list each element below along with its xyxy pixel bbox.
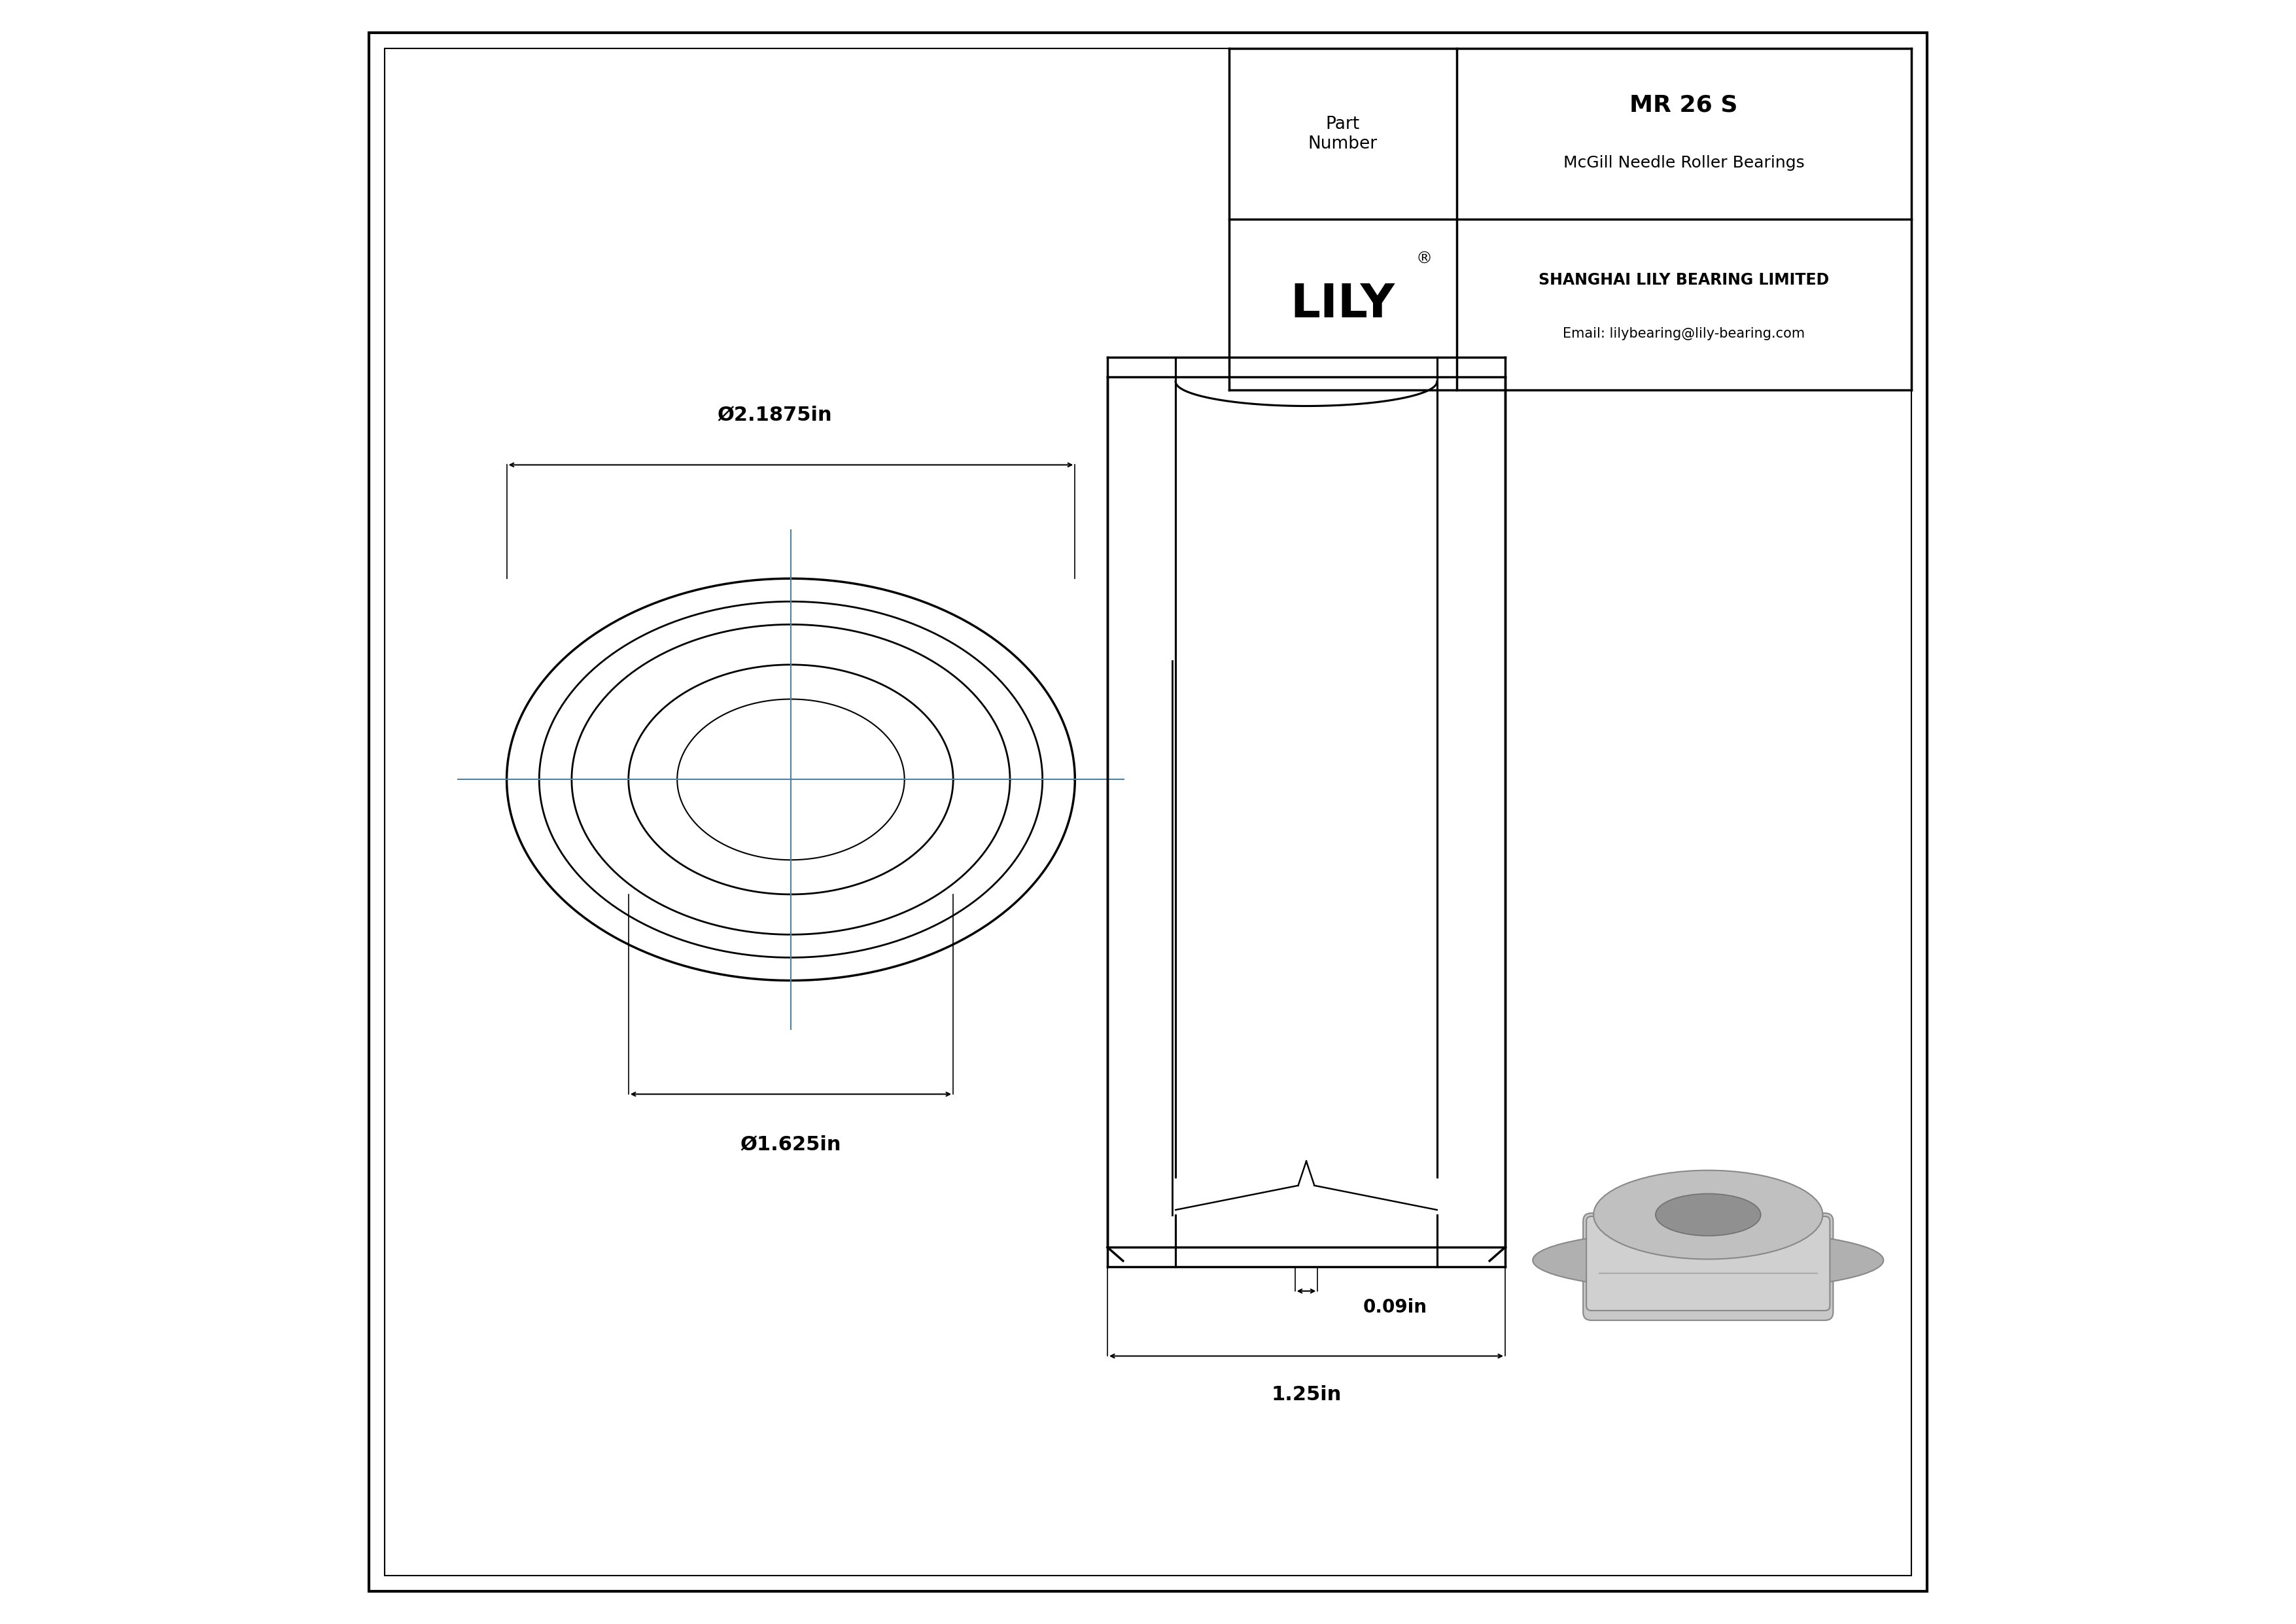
Text: LILY: LILY (1290, 283, 1396, 326)
Text: 0.09in: 0.09in (1364, 1298, 1428, 1317)
Ellipse shape (1655, 1194, 1761, 1236)
Text: ®: ® (1417, 252, 1433, 266)
Text: Ø1.625in: Ø1.625in (739, 1135, 840, 1153)
Text: 1.25in: 1.25in (1272, 1385, 1341, 1405)
Text: MR 26 S: MR 26 S (1630, 94, 1738, 115)
Text: SHANGHAI LILY BEARING LIMITED: SHANGHAI LILY BEARING LIMITED (1538, 273, 1830, 287)
Ellipse shape (1593, 1171, 1823, 1259)
Text: Email: lilybearing@lily-bearing.com: Email: lilybearing@lily-bearing.com (1564, 326, 1805, 341)
Text: McGill Needle Roller Bearings: McGill Needle Roller Bearings (1564, 156, 1805, 171)
FancyBboxPatch shape (1587, 1216, 1830, 1311)
Ellipse shape (1534, 1231, 1883, 1289)
Text: Part
Number: Part Number (1309, 115, 1378, 153)
FancyBboxPatch shape (1584, 1213, 1832, 1320)
Text: Ø2.1875in: Ø2.1875in (716, 406, 831, 424)
